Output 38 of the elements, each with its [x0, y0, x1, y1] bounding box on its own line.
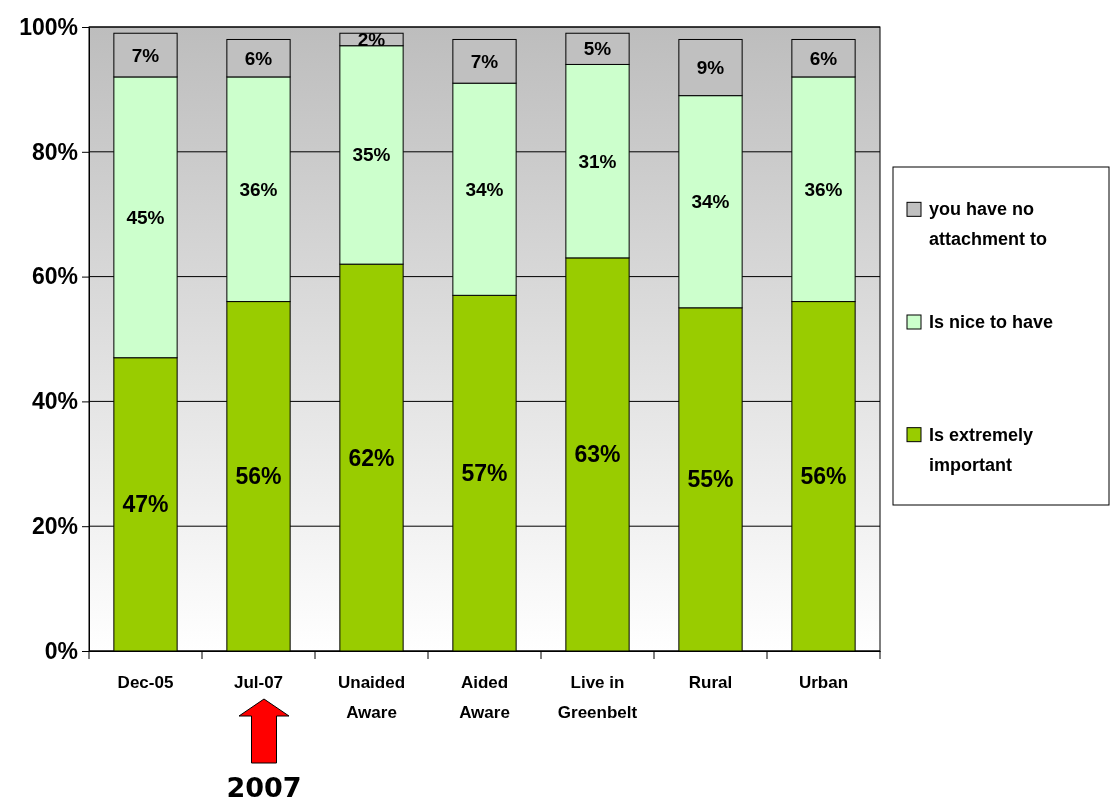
legend-label: Is nice to have: [929, 312, 1054, 332]
data-label: 34%: [691, 191, 730, 213]
data-label: 55%: [687, 466, 734, 493]
y-tick-label: 40%: [31, 388, 78, 415]
legend-label: you have no attachment to: [929, 199, 1048, 250]
data-label: 36%: [804, 178, 843, 200]
x-tick-label: Live in Greenbelt: [557, 673, 638, 722]
data-label: 9%: [696, 57, 725, 79]
y-tick-label: 80%: [31, 138, 78, 165]
data-label: 6%: [244, 47, 273, 69]
x-tick-label: Dec-05: [117, 673, 174, 692]
x-tick-label: Jul-07: [233, 673, 284, 692]
x-tick-label: Rural: [688, 673, 733, 692]
data-label: 56%: [235, 463, 282, 490]
data-label: 45%: [126, 206, 165, 228]
data-label: 34%: [465, 178, 504, 200]
data-label: 6%: [809, 47, 838, 69]
text: 2007: [226, 772, 302, 803]
data-label: 7%: [470, 50, 499, 72]
x-tick-label: Unaided Aware: [337, 673, 406, 722]
data-label: 47%: [122, 491, 169, 518]
data-label: 62%: [348, 444, 395, 471]
data-label: 57%: [461, 460, 508, 487]
data-label: 56%: [800, 463, 847, 490]
data-label: 36%: [239, 178, 278, 200]
data-label: 63%: [574, 441, 621, 468]
data-label: 35%: [352, 144, 391, 166]
y-tick-label: 20%: [31, 513, 78, 540]
data-label: 2%: [357, 28, 386, 50]
y-tick-label: 60%: [31, 263, 78, 290]
data-label: 31%: [578, 150, 617, 172]
x-tick-label: Urban: [798, 673, 849, 692]
y-tick-label: 0%: [44, 637, 78, 664]
y-tick-label: 100%: [19, 13, 78, 40]
data-label: 7%: [131, 44, 160, 66]
legend-label: Is extremely important: [929, 424, 1034, 475]
x-tick-label: Aided Aware: [459, 673, 510, 722]
data-label: 5%: [583, 38, 612, 60]
